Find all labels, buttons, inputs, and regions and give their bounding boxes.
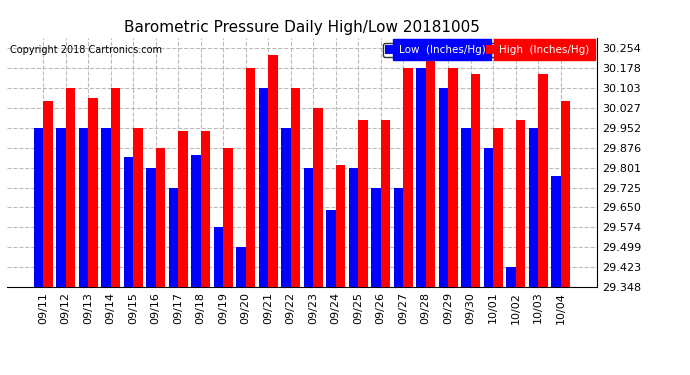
Title: Barometric Pressure Daily High/Low 20181005: Barometric Pressure Daily High/Low 20181… [124,20,480,35]
Bar [371,188,381,287]
Bar [201,131,210,287]
Bar [88,98,97,287]
Bar [506,267,515,287]
Bar [529,128,538,287]
Bar [560,101,570,287]
Bar [34,128,43,287]
Bar [426,48,435,287]
Bar [223,148,233,287]
Bar [326,210,335,287]
Bar [551,176,560,287]
Legend: Low  (Inches/Hg), High  (Inches/Hg): Low (Inches/Hg), High (Inches/Hg) [384,43,591,57]
Bar [471,74,480,287]
Bar [461,128,471,287]
Bar [101,128,110,287]
Bar [66,88,75,287]
Bar [124,158,133,287]
Bar [515,120,525,287]
Bar [304,168,313,287]
Bar [358,120,368,287]
Bar [493,128,502,287]
Bar [156,148,165,287]
Bar [79,128,88,287]
Bar [146,168,156,287]
Bar [259,88,268,287]
Bar [290,88,300,287]
Bar [381,120,390,287]
Bar [191,154,201,287]
Bar [236,247,246,287]
Bar [214,227,223,287]
Bar [403,68,413,287]
Bar [246,68,255,287]
Bar [538,74,548,287]
Bar [348,168,358,287]
Bar [335,165,345,287]
Bar [313,108,322,287]
Text: Copyright 2018 Cartronics.com: Copyright 2018 Cartronics.com [10,45,162,55]
Bar [110,88,120,287]
Bar [56,128,66,287]
Bar [133,128,143,287]
Bar [178,131,188,287]
Bar [268,55,277,287]
Bar [416,68,426,287]
Bar [282,128,290,287]
Bar [43,101,52,287]
Bar [168,188,178,287]
Bar [484,148,493,287]
Bar [448,68,457,287]
Bar [394,188,403,287]
Bar [439,88,448,287]
